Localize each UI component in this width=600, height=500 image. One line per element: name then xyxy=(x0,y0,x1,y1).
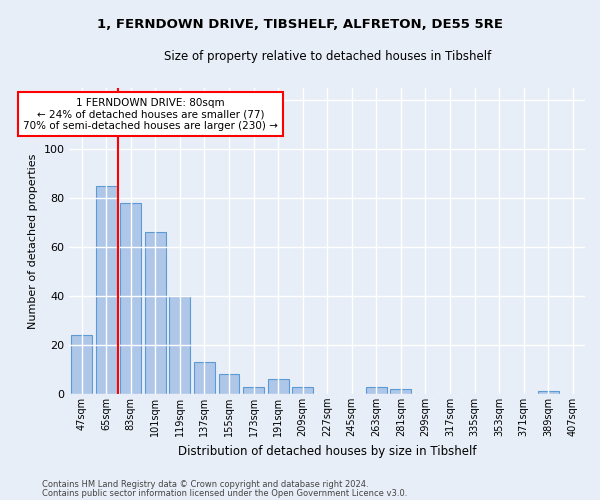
Bar xyxy=(121,203,141,394)
Bar xyxy=(194,362,215,394)
Title: Size of property relative to detached houses in Tibshelf: Size of property relative to detached ho… xyxy=(164,50,491,63)
Bar xyxy=(268,379,289,394)
Bar xyxy=(218,374,239,394)
Bar xyxy=(538,392,559,394)
Text: 1 FERNDOWN DRIVE: 80sqm
← 24% of detached houses are smaller (77)
70% of semi-de: 1 FERNDOWN DRIVE: 80sqm ← 24% of detache… xyxy=(23,98,278,131)
Y-axis label: Number of detached properties: Number of detached properties xyxy=(28,153,38,328)
Text: Contains HM Land Registry data © Crown copyright and database right 2024.: Contains HM Land Registry data © Crown c… xyxy=(42,480,368,489)
X-axis label: Distribution of detached houses by size in Tibshelf: Distribution of detached houses by size … xyxy=(178,444,476,458)
Bar xyxy=(243,386,264,394)
Bar xyxy=(292,386,313,394)
Bar xyxy=(366,386,387,394)
Text: Contains public sector information licensed under the Open Government Licence v3: Contains public sector information licen… xyxy=(42,488,407,498)
Bar xyxy=(391,389,411,394)
Text: 1, FERNDOWN DRIVE, TIBSHELF, ALFRETON, DE55 5RE: 1, FERNDOWN DRIVE, TIBSHELF, ALFRETON, D… xyxy=(97,18,503,30)
Bar xyxy=(96,186,116,394)
Bar xyxy=(169,296,190,394)
Bar xyxy=(145,232,166,394)
Bar xyxy=(71,335,92,394)
